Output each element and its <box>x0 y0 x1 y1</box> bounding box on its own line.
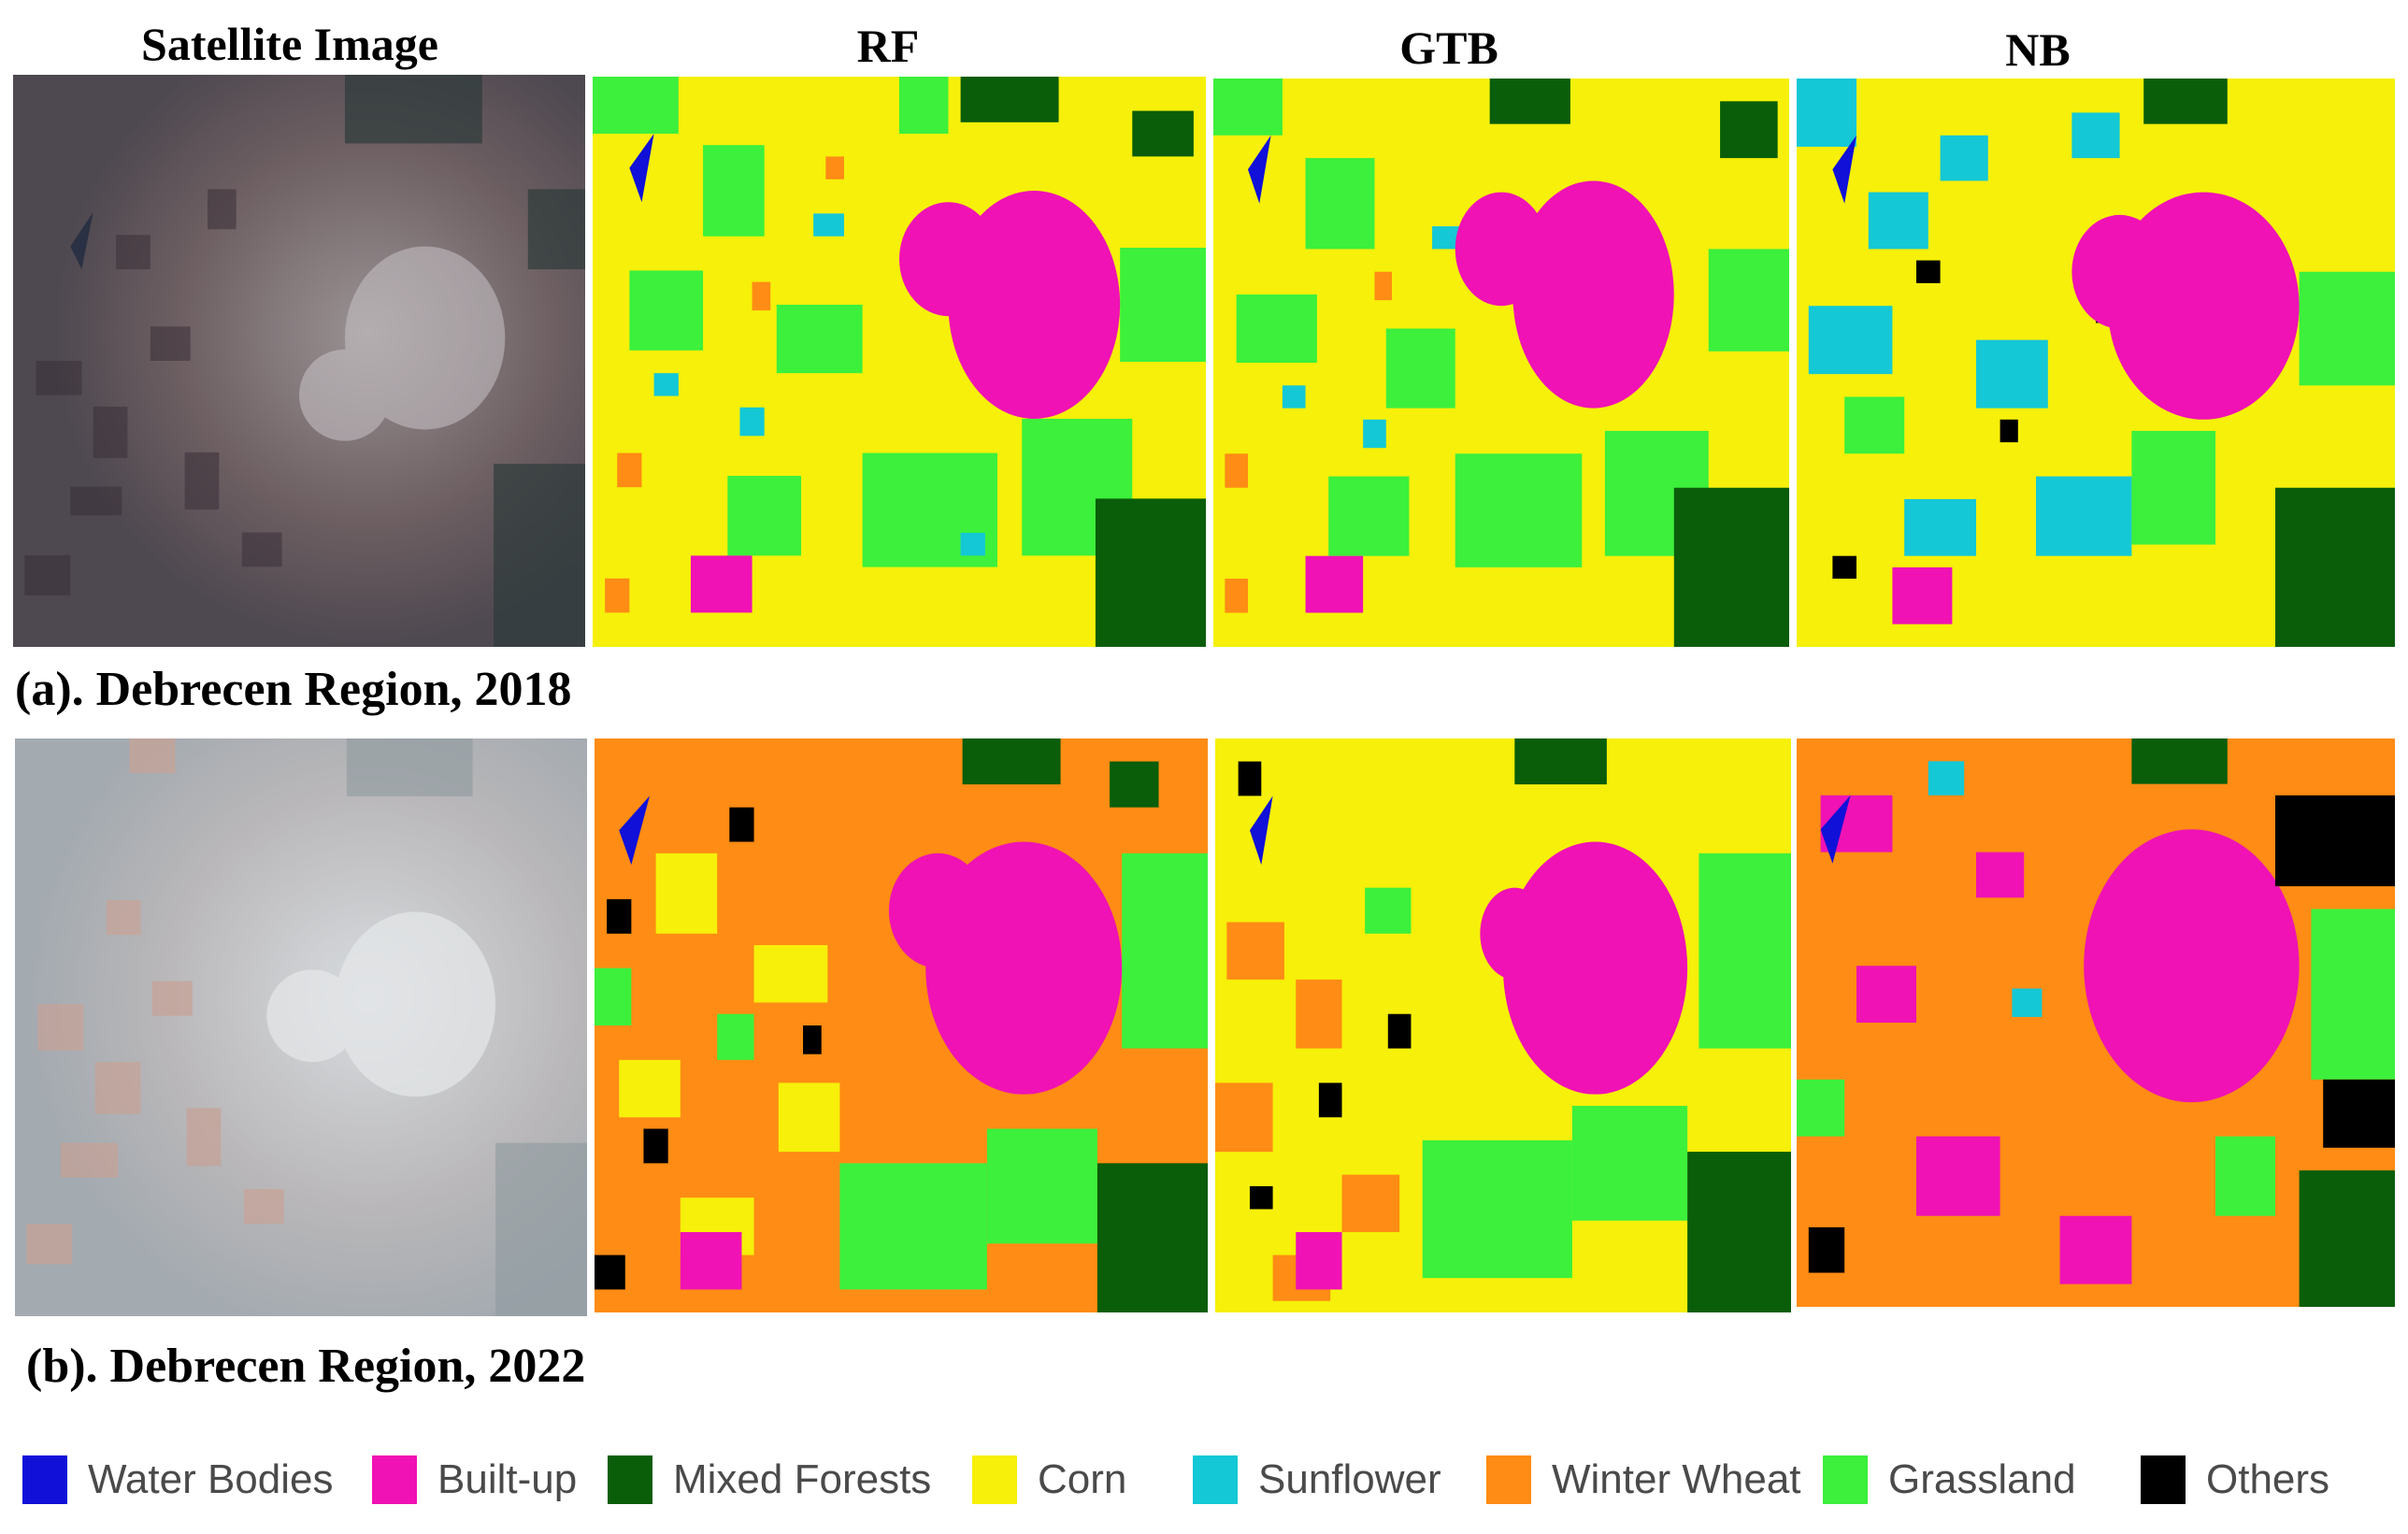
legend-label: Corn <box>1038 1456 1127 1502</box>
legend-corn: Corn <box>972 1447 1126 1512</box>
dark-field-patches <box>24 189 282 595</box>
water-body <box>1832 135 1856 204</box>
header-rf: RF <box>856 20 920 72</box>
water-body <box>1249 796 1273 866</box>
water-body <box>1247 135 1271 204</box>
others-patches <box>1808 795 2395 1273</box>
legend-label: Water Bodies <box>88 1456 334 1502</box>
satellite-image-2018 <box>13 75 585 647</box>
water-body <box>1820 795 1851 864</box>
built-up-area <box>1296 841 1688 1290</box>
satellite-image-2022 <box>15 738 587 1316</box>
water-body <box>629 134 654 203</box>
header-nb: NB <box>2005 23 2071 76</box>
forest-patches <box>344 75 585 647</box>
rf-classification-2022 <box>595 738 1208 1312</box>
grassland-patches <box>1365 853 1791 1279</box>
field-patches <box>26 738 284 1265</box>
mixed-forest-patches <box>1514 738 1791 1312</box>
mixed-forest-patches <box>2131 738 2395 1307</box>
legend-swatch <box>1823 1455 1868 1504</box>
built-up-area <box>1892 192 2300 624</box>
others-patches <box>595 807 822 1290</box>
legend-sunflower: Sunflower <box>1193 1447 1441 1512</box>
legend-grassland: Grassland <box>1823 1447 2076 1512</box>
grassland-patches <box>1797 909 2395 1216</box>
legend-swatch <box>22 1455 67 1504</box>
built-up-area <box>690 191 1121 613</box>
urban-area <box>299 246 506 441</box>
winter-wheat-patches <box>605 156 844 613</box>
gtb-classification-2018 <box>1213 79 1789 647</box>
urban-area <box>266 911 496 1097</box>
legend-others: Others <box>2141 1447 2329 1512</box>
caption-row-b: (b). Debrecen Region, 2022 <box>26 1340 586 1393</box>
sunflower-patches <box>1928 761 2042 1017</box>
nb-classification-2018 <box>1797 79 2395 647</box>
mixed-forest-patches <box>962 738 1208 1312</box>
legend-label: Grassland <box>1888 1456 2076 1502</box>
legend-label: Others <box>2206 1456 2330 1502</box>
caption-row-a: (a). Debrecen Region, 2018 <box>15 663 572 716</box>
header-gtb: GTB <box>1399 22 1498 74</box>
built-up-area <box>1305 180 1674 613</box>
forest-patches <box>346 738 587 1316</box>
legend-swatch <box>372 1455 417 1504</box>
legend-label: Mixed Forests <box>673 1456 932 1502</box>
water-body <box>70 211 93 270</box>
legend-swatch <box>972 1455 1017 1504</box>
grassland-patches <box>595 853 1208 1290</box>
grassland-patches <box>1213 79 1789 567</box>
mixed-forest-patches <box>2143 79 2395 647</box>
header-satellite-image: Satellite Image <box>141 18 438 70</box>
grassland-patches <box>1844 271 2395 545</box>
others-patches <box>1238 761 1412 1210</box>
legend-label: Built-up <box>437 1456 578 1502</box>
rf-classification-2018 <box>593 77 1206 647</box>
legend-swatch <box>1193 1455 1238 1504</box>
legend-built-up: Built-up <box>372 1447 577 1512</box>
legend-label: Sunflower <box>1258 1456 1441 1502</box>
legend-label: Winter Wheat <box>1552 1456 1801 1502</box>
legend-swatch <box>608 1455 652 1504</box>
legend-winter-wheat: Winter Wheat <box>1486 1447 1801 1512</box>
mixed-forest-patches <box>960 77 1206 647</box>
corn-patches <box>619 853 840 1255</box>
winter-wheat-patches <box>1225 271 1392 613</box>
water-body <box>619 796 651 866</box>
built-up-area <box>680 841 1123 1290</box>
legend-water-bodies: Water Bodies <box>22 1447 333 1512</box>
legend-swatch <box>2141 1455 2186 1504</box>
sunflower-patches <box>653 213 985 556</box>
gtb-classification-2022 <box>1215 738 1791 1312</box>
legend-mixed-forests: Mixed Forests <box>608 1447 931 1512</box>
sunflower-patches <box>1797 79 2132 556</box>
legend-swatch <box>1486 1455 1531 1504</box>
nb-classification-2022 <box>1797 738 2395 1307</box>
winter-wheat-patches <box>1215 922 1400 1301</box>
mixed-forest-patches <box>1489 79 1789 647</box>
